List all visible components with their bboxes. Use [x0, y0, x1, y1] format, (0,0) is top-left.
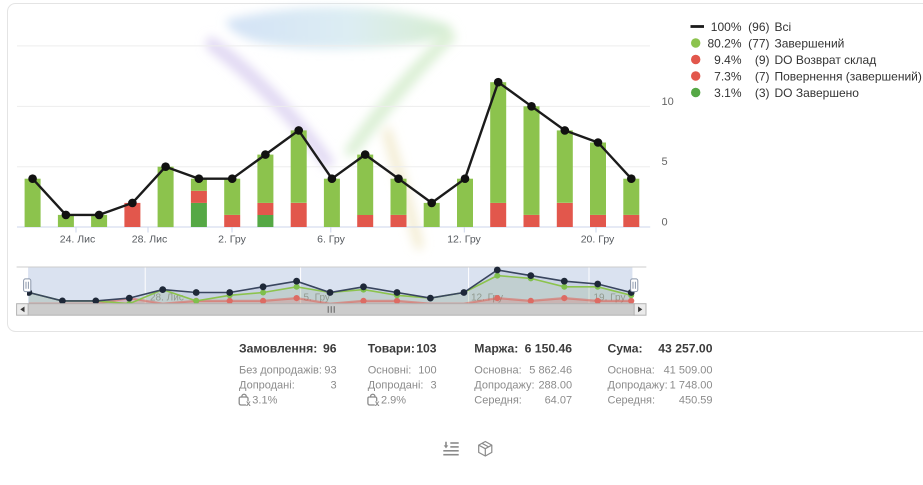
svg-text:DO Завершено: DO Завершено [775, 86, 860, 100]
svg-text:(96): (96) [748, 20, 769, 34]
svg-text:(7): (7) [755, 69, 770, 83]
svg-text:Замовлення:: Замовлення: [239, 342, 317, 356]
svg-text:(77): (77) [748, 36, 769, 50]
svg-text:3: 3 [430, 380, 436, 392]
svg-text:Без допродажів:: Без допродажів: [239, 365, 322, 377]
svg-text:Повернення (завершений): Повернення (завершений) [775, 69, 922, 83]
svg-text:9.4%: 9.4% [714, 53, 742, 67]
svg-text:80.2%: 80.2% [707, 36, 741, 50]
svg-text:6 150.46: 6 150.46 [525, 342, 573, 356]
svg-text:Допродані:: Допродані: [239, 380, 295, 392]
svg-text:Маржа:: Маржа: [474, 342, 518, 356]
svg-text:24. Лис: 24. Лис [60, 234, 96, 246]
svg-text:10: 10 [662, 96, 674, 108]
svg-text:64.07: 64.07 [545, 395, 573, 407]
svg-text:7.3%: 7.3% [714, 69, 742, 83]
svg-text:x: x [246, 398, 251, 408]
svg-text:12. Гру: 12. Гру [447, 234, 481, 246]
svg-text:DO Возврат склад: DO Возврат склад [775, 53, 877, 67]
svg-text:(9): (9) [755, 53, 770, 67]
svg-text:3: 3 [330, 380, 336, 392]
svg-text:Всі: Всі [775, 20, 792, 34]
svg-text:5 862.46: 5 862.46 [529, 365, 572, 377]
svg-text:3.1%: 3.1% [252, 394, 277, 406]
svg-text:43 257.00: 43 257.00 [658, 342, 712, 356]
svg-text:Завершений: Завершений [775, 36, 845, 50]
svg-text:2.9%: 2.9% [381, 394, 406, 406]
svg-text:Допродані:: Допродані: [368, 380, 424, 392]
svg-text:2. Гру: 2. Гру [218, 234, 246, 246]
svg-text:5: 5 [662, 156, 668, 168]
svg-text:103: 103 [416, 342, 437, 356]
svg-text:3.1%: 3.1% [714, 86, 742, 100]
svg-text:6. Гру: 6. Гру [317, 234, 345, 246]
svg-text:0: 0 [662, 216, 668, 228]
svg-text:96: 96 [323, 342, 337, 356]
svg-text:1 748.00: 1 748.00 [670, 380, 713, 392]
svg-text:28. Лис: 28. Лис [132, 234, 168, 246]
svg-text:Середня:: Середня: [474, 395, 522, 407]
svg-text:93: 93 [324, 365, 336, 377]
svg-text:Основна:: Основна: [474, 365, 521, 377]
svg-text:100%: 100% [711, 20, 742, 34]
svg-text:Допродажу:: Допродажу: [608, 380, 668, 392]
svg-text:100: 100 [418, 365, 436, 377]
svg-text:41 509.00: 41 509.00 [664, 365, 713, 377]
svg-text:Сума:: Сума: [608, 342, 643, 356]
svg-text:Основна:: Основна: [608, 365, 655, 377]
svg-text:288.00: 288.00 [538, 380, 572, 392]
svg-text:Товари:: Товари: [368, 342, 415, 356]
svg-text:Основні:: Основні: [368, 365, 412, 377]
svg-text:x: x [375, 398, 380, 408]
svg-text:Допродажу:: Допродажу: [474, 380, 534, 392]
svg-text:(3): (3) [755, 86, 770, 100]
svg-text:20. Гру: 20. Гру [581, 234, 615, 246]
svg-text:Середня:: Середня: [608, 395, 656, 407]
svg-text:450.59: 450.59 [679, 395, 713, 407]
